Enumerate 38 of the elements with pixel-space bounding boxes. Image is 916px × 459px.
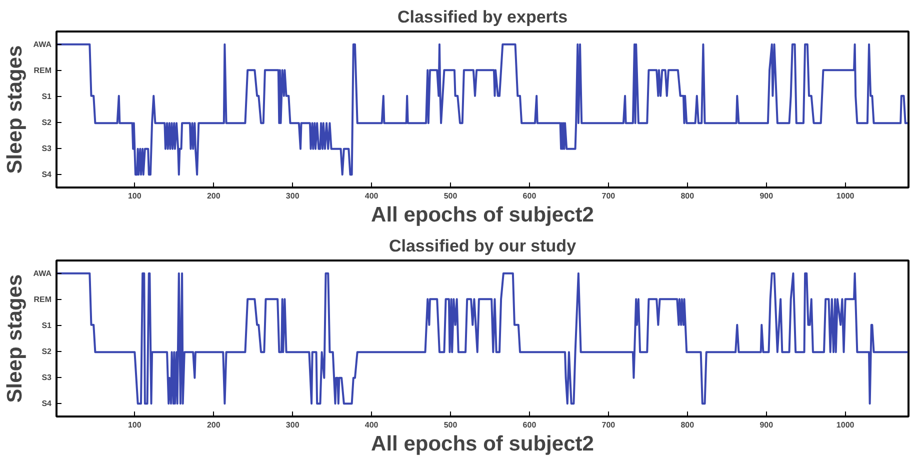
text: S4 bbox=[42, 170, 52, 179]
x-tick-label: 100 bbox=[128, 420, 142, 430]
text: S4 bbox=[42, 398, 52, 408]
text: S3 bbox=[42, 372, 52, 382]
chart-title: Classified by our study bbox=[388, 236, 577, 256]
x-tick-label: 400 bbox=[364, 192, 379, 200]
x-tick-label: 500 bbox=[444, 420, 458, 430]
x-tick-label: 500 bbox=[444, 192, 458, 200]
x-tick-label: 300 bbox=[286, 420, 300, 430]
text: AWA bbox=[33, 40, 52, 49]
text: S2 bbox=[42, 118, 52, 127]
x-tick-label: 100 bbox=[128, 192, 142, 200]
x-axis-title: All epochs of subject2 bbox=[371, 432, 594, 456]
x-tick-label: 1000 bbox=[836, 420, 855, 430]
x-tick-label: 700 bbox=[602, 420, 616, 430]
x-tick-label: 700 bbox=[602, 192, 616, 200]
x-tick-label: 200 bbox=[206, 192, 221, 200]
x-tick-label: 1000 bbox=[836, 192, 855, 200]
chart-title: Classified by experts bbox=[397, 8, 568, 26]
y-axis-title: Sleep stages bbox=[3, 45, 26, 174]
x-tick-label: 200 bbox=[206, 420, 221, 430]
x-tick-label: 800 bbox=[680, 192, 695, 200]
text: REM bbox=[34, 294, 52, 304]
text: S2 bbox=[42, 346, 52, 356]
x-tick-label: 900 bbox=[760, 420, 774, 430]
text: S1 bbox=[42, 320, 52, 330]
x-tick-label: 600 bbox=[522, 192, 537, 200]
text: AWA bbox=[33, 268, 52, 278]
x-tick-label: 400 bbox=[364, 420, 379, 430]
text: S1 bbox=[42, 92, 52, 101]
x-tick-label: 300 bbox=[286, 192, 300, 200]
text: REM bbox=[34, 66, 52, 75]
x-axis-title: All epochs of subject2 bbox=[371, 204, 594, 226]
x-tick-label: 600 bbox=[522, 420, 537, 430]
text: S3 bbox=[42, 144, 52, 153]
x-tick-label: 900 bbox=[760, 192, 774, 200]
y-axis-title: Sleep stages bbox=[3, 274, 26, 403]
x-tick-label: 800 bbox=[680, 420, 695, 430]
